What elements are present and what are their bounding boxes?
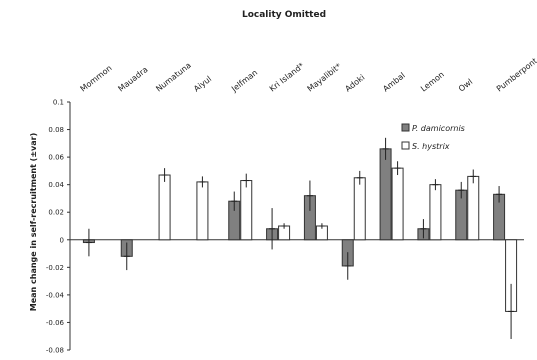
y-tick-label: -0.02: [46, 264, 64, 272]
y-axis: -0.08 -0.06 -0.04 -0.02 0 0.02 0.04 0.06 0.08 0.1: [46, 99, 71, 355]
category-label: Aiyul: [192, 74, 213, 93]
legend-label: S. hystrix: [412, 142, 450, 151]
category-label: Lemon: [419, 70, 446, 94]
category-label: Adoki: [343, 73, 366, 94]
y-tick-label: 0.02: [48, 209, 64, 217]
category-label: Kri Island*: [268, 61, 306, 93]
category-label: Ambal: [381, 71, 407, 94]
y-tick-label: 0.04: [48, 181, 64, 189]
bar-s-hystrix: [391, 167, 404, 241]
y-axis-label: Mean change in self-recruitment (±var): [29, 133, 38, 312]
category-label: Mommon: [79, 63, 114, 93]
bar-s-hystrix: [196, 181, 209, 241]
legend-label: P. damicornis: [412, 124, 465, 133]
y-tick-label: -0.08: [46, 347, 64, 355]
bar-s-hystrix: [240, 180, 253, 241]
category-label: Pumberpont: [495, 56, 537, 93]
bar-s-hystrix: [429, 184, 442, 241]
y-tick-label: 0.06: [48, 154, 64, 162]
bar-s-hystrix: [158, 174, 171, 241]
legend-swatch: [401, 141, 410, 150]
y-tick-label: 0: [60, 236, 64, 244]
category-label: Owl: [457, 77, 474, 93]
category-label: Numatuna: [154, 61, 193, 94]
y-tick-label: -0.06: [46, 319, 65, 327]
category-label: Mayalibit*: [306, 62, 343, 94]
legend-swatch: [401, 123, 410, 132]
y-tick-label: 0.1: [53, 99, 64, 107]
chart-title: Locality Omitted: [242, 10, 326, 20]
category-labels: Mommon Mauadra Numatuna Aiyul Jelfman Kri Isl…: [79, 56, 537, 94]
y-tick-label: 0.08: [48, 126, 64, 134]
category-label: Mauadra: [116, 65, 149, 94]
bar-p-damicornis: [379, 148, 392, 241]
y-tick-label: -0.04: [46, 291, 65, 299]
legend: P. damicornis S. hystrix: [401, 123, 465, 151]
bar-s-hystrix: [467, 175, 480, 241]
plot-area: [70, 137, 524, 339]
category-label: Jelfman: [229, 68, 259, 94]
bar-s-hystrix: [353, 177, 366, 241]
